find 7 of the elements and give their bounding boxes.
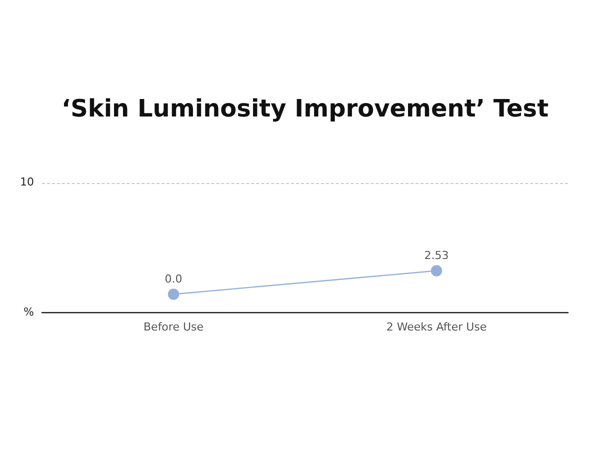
- data-label: 2.53: [424, 249, 449, 262]
- x-tick-label: Before Use: [143, 320, 204, 334]
- x-tick-label: 2 Weeks After Use: [386, 320, 487, 334]
- chart-title: ‘Skin Luminosity Improvement’ Test: [61, 94, 549, 123]
- text: 10: [20, 176, 34, 189]
- data-label: 0.0: [164, 272, 182, 286]
- y-axis-title: %: [24, 306, 34, 319]
